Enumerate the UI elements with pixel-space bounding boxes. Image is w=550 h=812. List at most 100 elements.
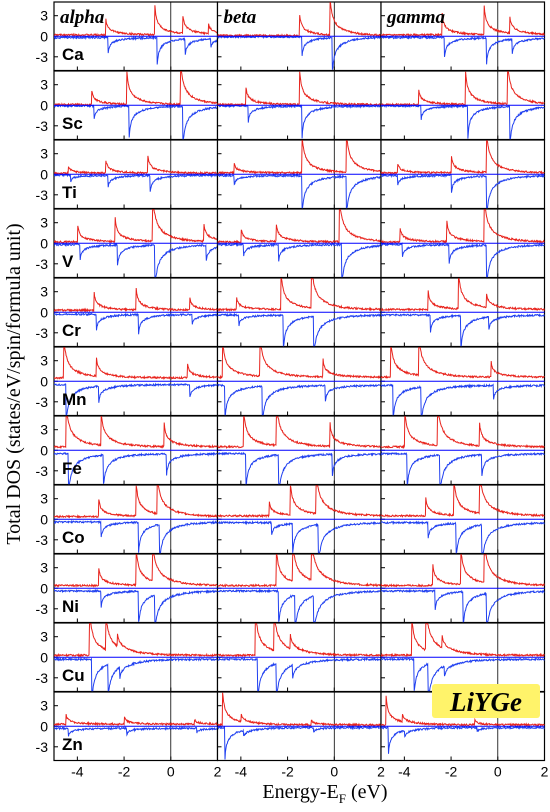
x-tick-label: -4 bbox=[235, 764, 248, 780]
panel-gamma-ni-spin-down-line bbox=[381, 588, 545, 623]
panel-alpha-fe-spin-up-line bbox=[54, 416, 218, 449]
element-label-zn: Zn bbox=[62, 735, 83, 754]
x-tick-label: -4 bbox=[71, 764, 84, 780]
y-tick-label: -3 bbox=[36, 739, 49, 755]
panel-beta-v bbox=[216, 208, 382, 279]
panel-beta-ni-spin-up-line bbox=[217, 554, 381, 588]
panel-beta-v-spin-down-line bbox=[217, 242, 381, 278]
panel-gamma-sc-spin-up-line bbox=[381, 71, 545, 107]
element-label-cu: Cu bbox=[62, 666, 85, 685]
panel-alpha-fe: Fe 3 0 -3 bbox=[36, 415, 219, 486]
panel-alpha-v-spin-down-line bbox=[54, 242, 218, 278]
x-tick-label: -4 bbox=[398, 764, 411, 780]
panel-gamma-co-spin-up-line bbox=[381, 485, 545, 518]
panel-gamma-fe-spin-up-line bbox=[381, 416, 545, 450]
y-tick-label: 0 bbox=[40, 580, 48, 596]
y-tick-label: 0 bbox=[40, 166, 48, 182]
panel-alpha-zn: Zn 3 0 -3 -4 -2 0 2 bbox=[36, 691, 222, 780]
y-tick-label: -3 bbox=[36, 187, 49, 203]
y-tick-label: -3 bbox=[36, 325, 49, 341]
panel-gamma-v-spin-up-line bbox=[381, 209, 545, 244]
panel-alpha-ca-spin-up-line bbox=[54, 5, 218, 38]
panel-gamma-cr-spin-up-line bbox=[381, 278, 545, 313]
y-tick-label: 3 bbox=[40, 422, 48, 438]
element-label-mn: Mn bbox=[62, 390, 87, 409]
y-tick-label: 0 bbox=[40, 649, 48, 665]
panel-gamma-ti bbox=[380, 139, 546, 210]
panel-alpha-ni-spin-up-line bbox=[54, 554, 218, 588]
panel-alpha-cu-spin-down-line bbox=[54, 656, 218, 692]
x-tick-label: 0 bbox=[330, 764, 338, 780]
panel-beta-co bbox=[216, 484, 382, 555]
panel-alpha-co-spin-down-line bbox=[54, 519, 218, 554]
panel-beta-ni bbox=[216, 553, 382, 624]
panel-alpha-cu-spin-up-line bbox=[54, 623, 218, 658]
y-tick-label: 3 bbox=[40, 215, 48, 231]
y-tick-label: 3 bbox=[40, 560, 48, 576]
y-tick-label: -3 bbox=[36, 601, 49, 617]
panel-gamma-mn-spin-up-line bbox=[381, 347, 545, 379]
x-tick-label: -2 bbox=[118, 764, 131, 780]
panel-alpha-cu: Cu 3 0 -3 bbox=[36, 622, 219, 693]
panel-alpha-v: V 3 0 -3 bbox=[36, 208, 219, 279]
x-tick-label: 0 bbox=[167, 764, 175, 780]
panel-gamma-co bbox=[380, 484, 546, 555]
y-tick-label: -3 bbox=[36, 463, 49, 479]
x-tick-label: 2 bbox=[377, 764, 385, 780]
panel-gamma-sc-spin-down-line bbox=[381, 104, 545, 140]
panel-gamma-sc bbox=[380, 70, 546, 141]
y-tick-label: 3 bbox=[40, 77, 48, 93]
column-title-beta: beta bbox=[224, 7, 257, 28]
panel-alpha-co: Co 3 0 -3 bbox=[36, 484, 219, 555]
panel-alpha-fe-spin-down-line bbox=[54, 451, 218, 485]
panel-beta-co-spin-up-line bbox=[217, 485, 381, 519]
panel-gamma-fe bbox=[380, 415, 546, 486]
panel-beta-cr bbox=[216, 277, 382, 348]
panel-beta-zn: -4 -2 0 2 bbox=[216, 691, 385, 780]
y-tick-label: 3 bbox=[40, 491, 48, 507]
x-axis-label-main: Energy-E bbox=[262, 781, 338, 803]
panel-beta-zn-spin-down-line bbox=[217, 725, 381, 760]
panel-alpha-cr: Cr 3 0 -3 bbox=[36, 277, 219, 348]
panel-alpha-ni-spin-down-line bbox=[54, 588, 218, 623]
x-tick-label: 2 bbox=[541, 764, 549, 780]
panel-beta-sc bbox=[216, 70, 382, 141]
element-label-fe: Fe bbox=[62, 459, 82, 478]
y-tick-label: 0 bbox=[40, 304, 48, 320]
panel-gamma-mn bbox=[380, 346, 546, 417]
panel-gamma-cu bbox=[380, 622, 546, 693]
panel-gamma-zn-spin-down-line bbox=[381, 725, 545, 754]
y-axis-label: Total DOS (states/eV/spin/formula unit) bbox=[3, 223, 25, 544]
y-tick-label: 0 bbox=[40, 718, 48, 734]
compound-badge: LiYGe bbox=[432, 684, 540, 718]
panel-beta-ca-spin-up-line bbox=[217, 2, 381, 38]
compound-badge-label: LiYGe bbox=[449, 687, 522, 717]
panel-alpha-ca-spin-down-line bbox=[54, 35, 218, 65]
panel-alpha-sc: Sc 3 0 -3 bbox=[36, 70, 219, 141]
compound-badge-background bbox=[432, 684, 540, 718]
panel-beta-fe-spin-up-line bbox=[217, 416, 381, 449]
panel-alpha-sc-spin-up-line bbox=[54, 71, 218, 107]
panel-alpha-zn-spin-up-line bbox=[54, 714, 218, 727]
y-tick-label: 3 bbox=[40, 353, 48, 369]
panel-beta-cr-spin-down-line bbox=[217, 312, 381, 347]
x-axis-label-subscript: F bbox=[339, 791, 346, 806]
panel-beta-co-spin-down-line bbox=[217, 520, 381, 554]
panel-gamma-v-spin-down-line bbox=[381, 242, 545, 278]
y-tick-label: 3 bbox=[40, 698, 48, 714]
panel-alpha-ti-spin-up-line bbox=[54, 155, 218, 176]
panel-beta-cu-spin-down-line bbox=[217, 656, 381, 692]
panel-alpha-mn-spin-down-line bbox=[54, 382, 218, 416]
x-tick-label: -2 bbox=[445, 764, 458, 780]
panel-beta-sc-spin-down-line bbox=[217, 103, 381, 139]
panel-alpha-cr-spin-down-line bbox=[54, 312, 218, 335]
panel-beta-ti-spin-up-line bbox=[217, 140, 381, 176]
panel-beta-cu bbox=[216, 622, 382, 693]
y-tick-label: 3 bbox=[40, 629, 48, 645]
y-tick-label: -3 bbox=[36, 256, 49, 272]
panel-gamma-zn-spin-up-line bbox=[381, 695, 545, 728]
panel-beta-fe-spin-down-line bbox=[217, 451, 381, 485]
y-tick-label: -3 bbox=[36, 394, 49, 410]
panel-alpha-ti: Ti 3 0 -3 bbox=[36, 139, 219, 210]
